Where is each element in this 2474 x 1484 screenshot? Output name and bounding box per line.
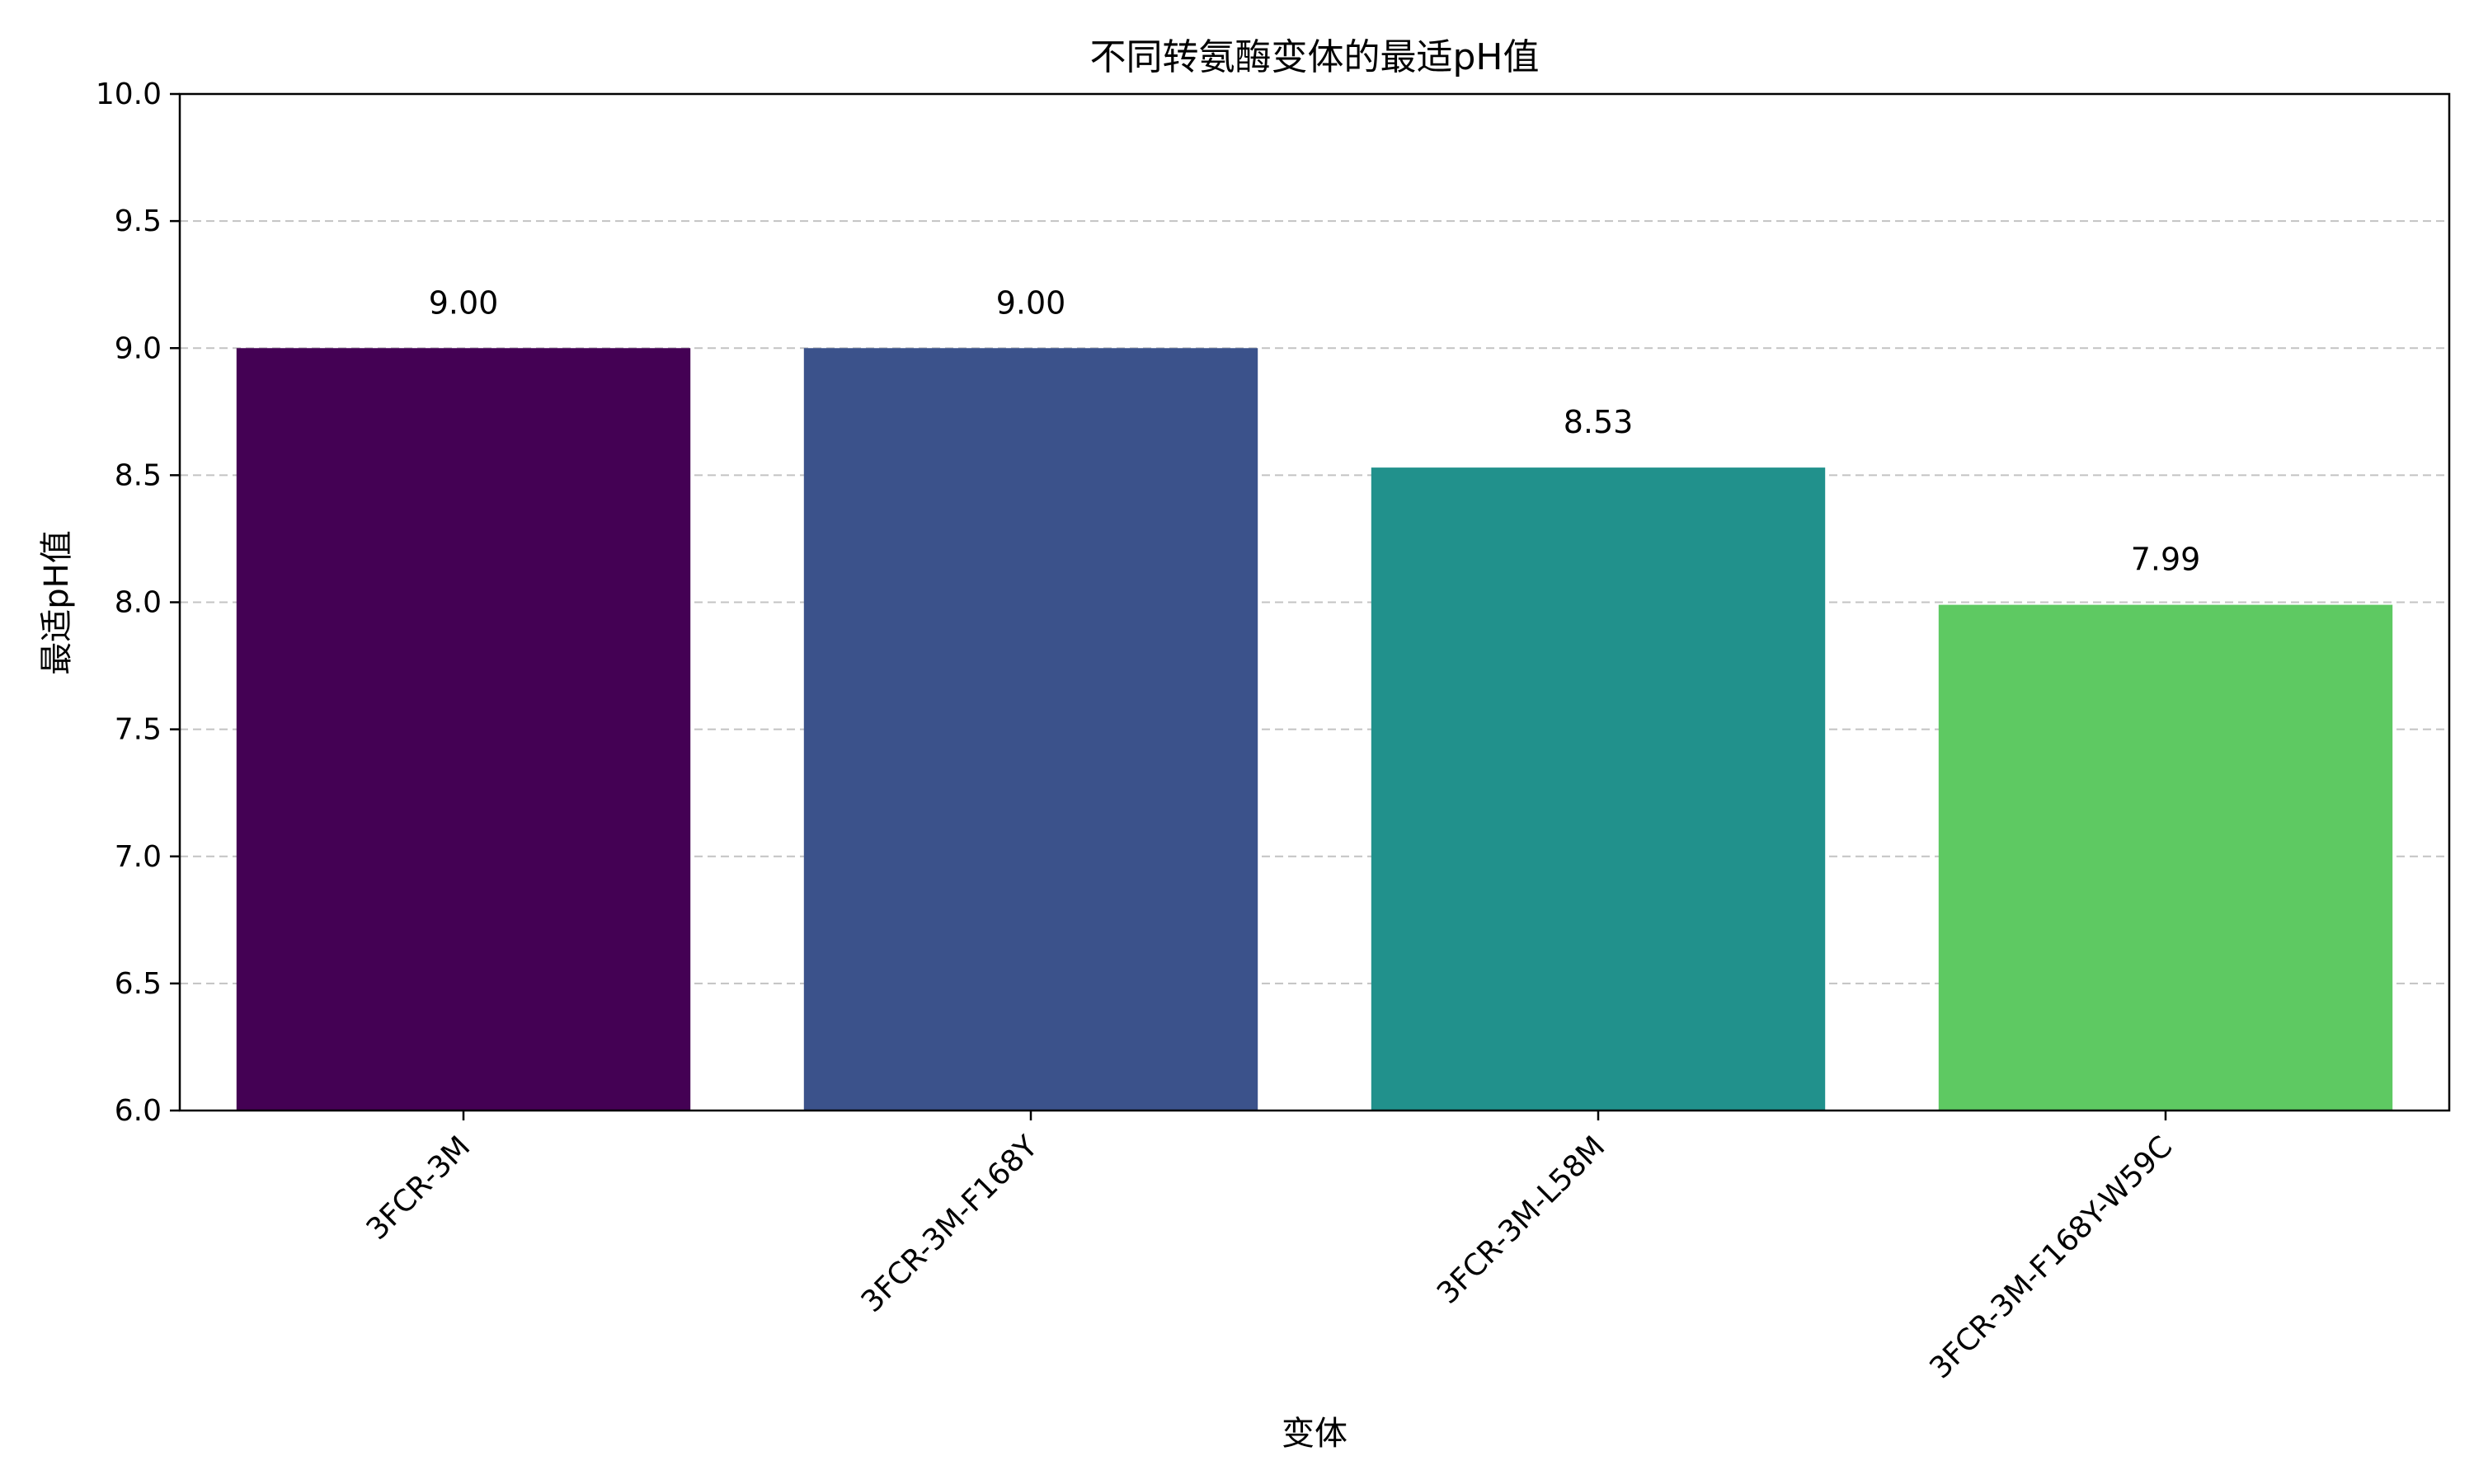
chart-title: 不同转氨酶变体的最适pH值 (1089, 36, 1539, 78)
bar-0 (236, 348, 691, 1111)
y-tick-label-3: 7.5 (115, 713, 162, 747)
y-tick-label-6: 9.0 (115, 331, 162, 365)
y-tick-label-2: 7.0 (115, 840, 162, 874)
x-tick-label-1: 3FCR-3M-F168Y (855, 1129, 1045, 1319)
bar-1 (803, 348, 1258, 1111)
value-labels-layer: 9.00 9.00 8.53 7.99 (429, 284, 2201, 577)
x-tick-label-3: 3FCR-3M-F168Y-W59C (1923, 1129, 2179, 1385)
y-tick-label-1: 6.5 (115, 967, 162, 1001)
y-ticks-layer: 6.0 6.5 7.0 7.5 8.0 8.5 9.0 9.5 10.0 (96, 77, 180, 1128)
y-tick-label-0: 6.0 (115, 1094, 162, 1128)
value-label-3: 7.99 (2131, 542, 2201, 578)
value-label-0: 9.00 (429, 284, 499, 321)
bar-3 (1938, 604, 2393, 1111)
bar-2 (1371, 467, 1826, 1111)
y-tick-label-5: 8.5 (115, 458, 162, 492)
x-axis-label: 变体 (1282, 1415, 1348, 1453)
value-label-1: 9.00 (996, 284, 1066, 321)
bars-layer (236, 348, 2393, 1111)
y-axis-label: 最适pH值 (38, 530, 76, 674)
y-tick-label-4: 8.0 (115, 586, 162, 620)
y-tick-label-7: 9.5 (115, 204, 162, 238)
value-label-2: 8.53 (1564, 404, 1634, 440)
x-ticks-layer: 3FCR-3M 3FCR-3M-F168Y 3FCR-3M-L58M 3FCR-3M-… (360, 1111, 2179, 1385)
y-tick-label-8: 10.0 (96, 77, 162, 111)
x-tick-label-0: 3FCR-3M (360, 1129, 477, 1247)
x-tick-label-2: 3FCR-3M-L58M (1431, 1129, 1611, 1310)
